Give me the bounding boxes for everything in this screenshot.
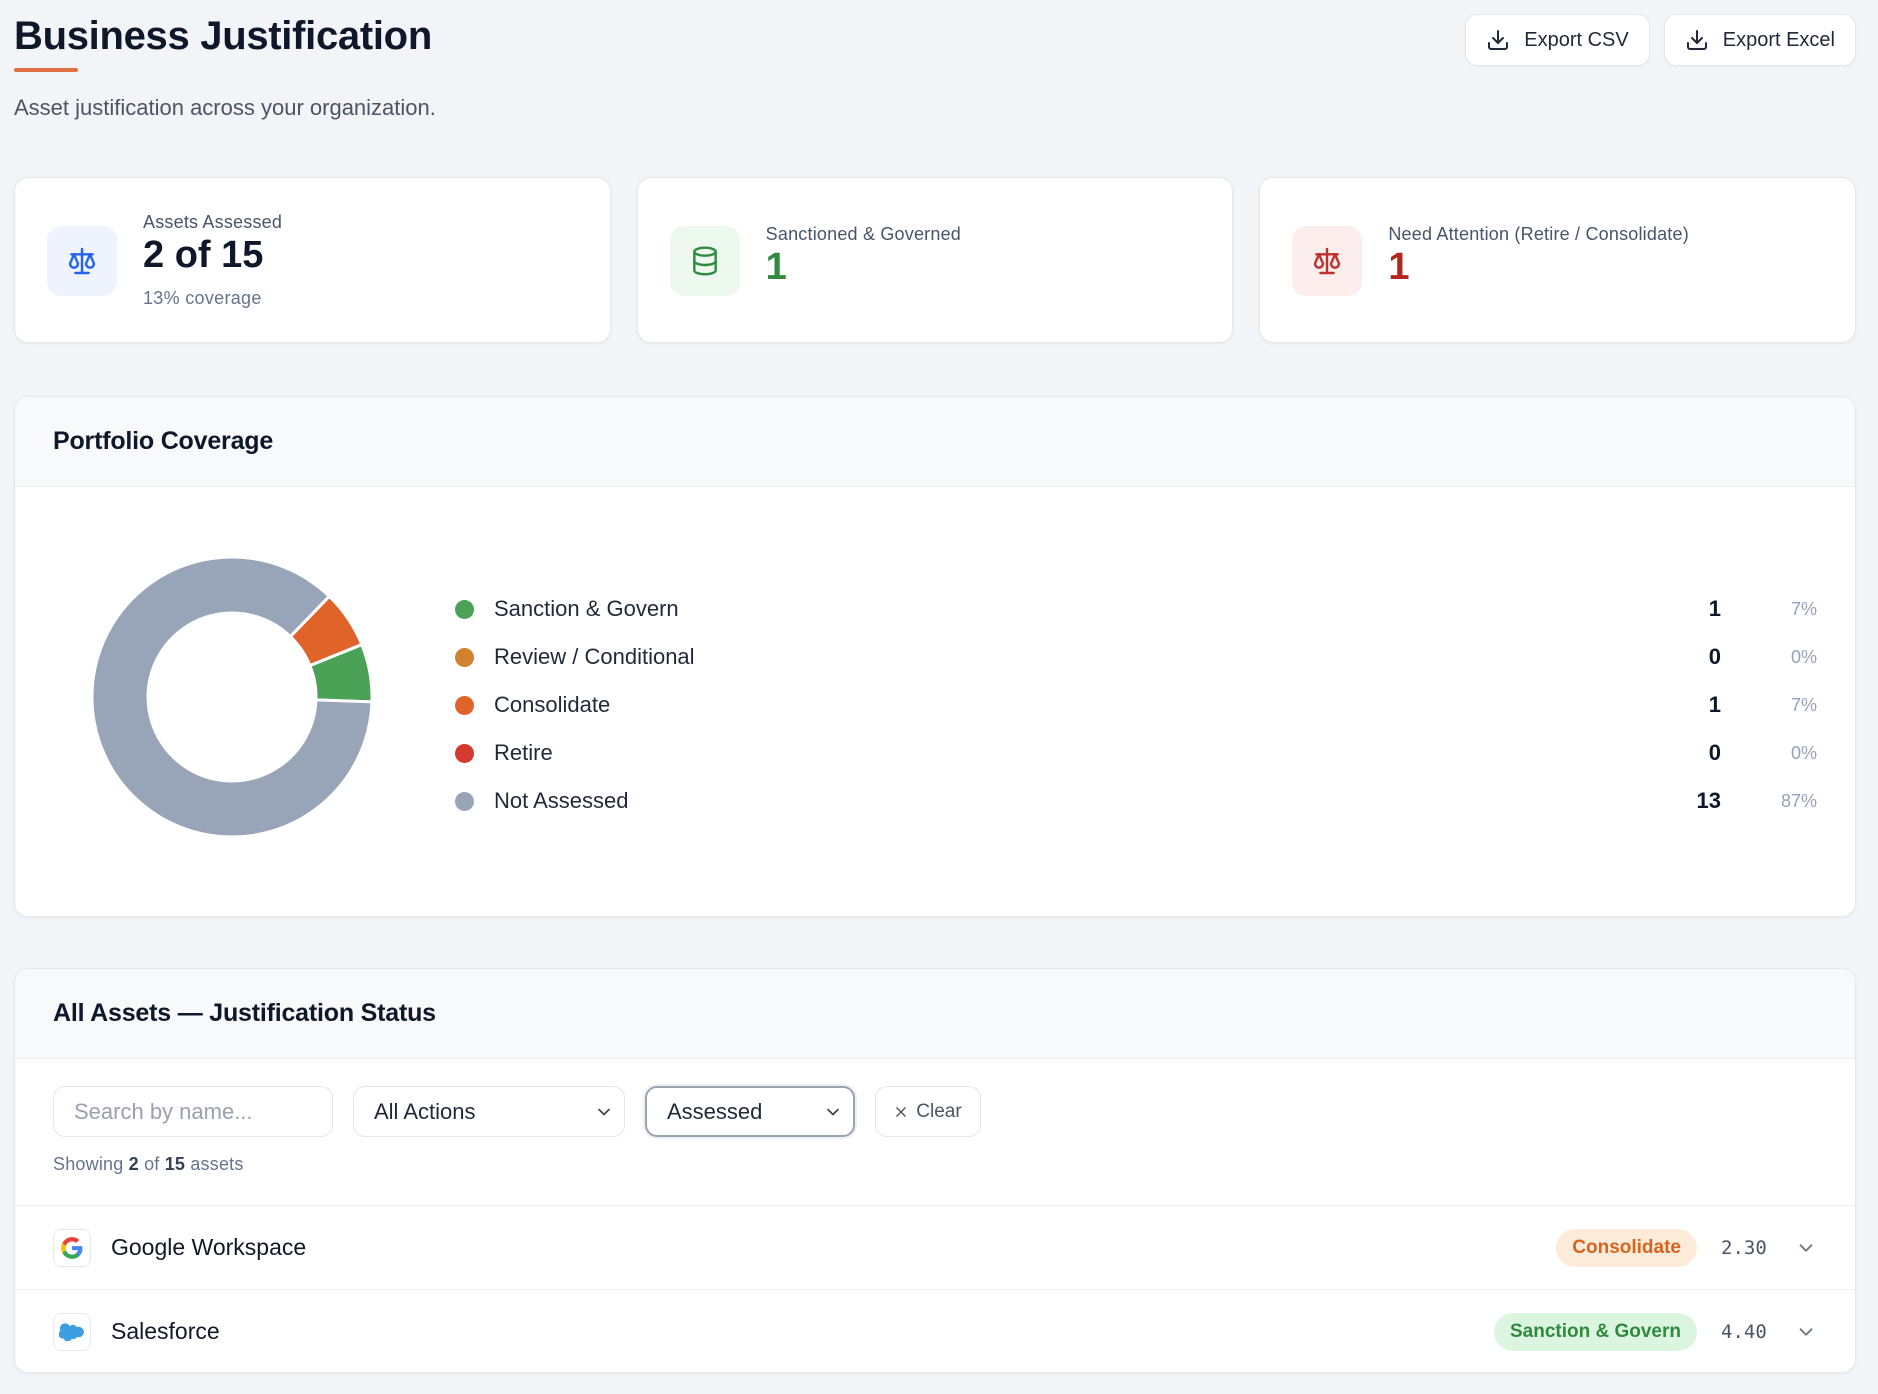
stat-value: 1 xyxy=(765,246,787,288)
stat-label: Sanctioned & Governed xyxy=(765,224,961,244)
chevron-down-icon xyxy=(598,1108,610,1115)
asset-name: Salesforce xyxy=(111,1318,220,1344)
legend-item: Retire 0 0% xyxy=(455,729,1817,777)
legend-dot xyxy=(455,695,474,715)
legend-label: Not Assessed xyxy=(494,788,629,813)
action-filter-select[interactable]: All Actions xyxy=(353,1086,625,1137)
page-subtitle: Asset justification across your organiza… xyxy=(14,95,436,120)
legend-dot xyxy=(455,791,474,811)
donut-slice-not-assessed xyxy=(90,555,374,839)
legend-count: 0 xyxy=(1708,644,1721,669)
chevron-down-icon[interactable] xyxy=(1795,1237,1817,1259)
stat-value: 2 of 15 xyxy=(143,234,264,276)
legend-dot xyxy=(455,647,474,667)
clear-filters-button[interactable]: Clear xyxy=(875,1086,981,1137)
legend-count: 1 xyxy=(1708,692,1721,717)
scale-icon xyxy=(1292,226,1363,296)
action-filter-value: All Actions xyxy=(374,1098,476,1124)
filter-bar: All Actions Assessed Clear xyxy=(53,1086,981,1137)
portfolio-coverage-panel: Portfolio Coverage Sanction & Govern 1 7… xyxy=(14,396,1856,917)
asset-meta: Sanction & Govern 4.40 xyxy=(1493,1312,1817,1351)
page-title: Business Justification xyxy=(14,14,432,58)
clear-label: Clear xyxy=(916,1100,962,1122)
legend-percent: 7% xyxy=(1790,598,1817,619)
scale-icon xyxy=(47,226,117,296)
stat-card-assessed: Assets Assessed 2 of 15 13% coverage xyxy=(14,177,611,343)
asset-list: Google Workspace Consolidate 2.30 Salesf… xyxy=(15,1205,1855,1372)
export-csv-label: Export CSV xyxy=(1524,28,1629,51)
donut-slice-consolidate xyxy=(288,594,364,668)
download-icon xyxy=(1488,30,1509,50)
legend-label: Retire xyxy=(494,740,553,765)
all-assets-panel: All Assets — Justification Status All Ac… xyxy=(14,968,1856,1373)
export-excel-label: Export Excel xyxy=(1722,28,1835,51)
action-badge: Consolidate xyxy=(1556,1228,1697,1267)
legend-item: Sanction & Govern 1 7% xyxy=(455,585,1817,633)
page-header: Business Justification Asset justificati… xyxy=(14,0,1856,170)
coverage-legend: Sanction & Govern 1 7% Review / Conditio… xyxy=(455,585,1817,825)
close-icon xyxy=(896,1106,907,1117)
panel-title: All Assets — Justification Status xyxy=(53,999,436,1027)
chevron-down-icon xyxy=(827,1108,839,1115)
legend-percent: 0% xyxy=(1790,646,1817,667)
legend-label: Consolidate xyxy=(494,692,611,717)
export-excel-button[interactable]: Export Excel xyxy=(1663,14,1856,66)
legend-count: 0 xyxy=(1708,740,1721,765)
title-underline xyxy=(14,68,78,72)
stat-sub: 13% coverage xyxy=(143,288,262,308)
panel-title: Portfolio Coverage xyxy=(53,427,274,455)
asset-row-google-workspace[interactable]: Google Workspace Consolidate 2.30 xyxy=(15,1205,1855,1289)
status-filter-select[interactable]: Assessed xyxy=(645,1086,855,1137)
legend-item: Review / Conditional 0 0% xyxy=(455,633,1817,681)
legend-label: Review / Conditional xyxy=(494,644,695,669)
results-of: of xyxy=(144,1154,160,1174)
asset-score: 2.30 xyxy=(1721,1236,1767,1259)
status-filter-value: Assessed xyxy=(667,1098,763,1124)
legend-percent: 87% xyxy=(1780,790,1817,811)
stat-label: Need Attention (Retire / Consolidate) xyxy=(1388,224,1689,244)
legend-percent: 7% xyxy=(1790,694,1817,715)
asset-name: Google Workspace xyxy=(111,1234,307,1260)
legend-dot xyxy=(455,743,474,763)
salesforce-logo-icon xyxy=(53,1312,91,1351)
download-icon xyxy=(1686,30,1707,50)
action-badge: Sanction & Govern xyxy=(1493,1312,1697,1351)
export-csv-button[interactable]: Export CSV xyxy=(1465,14,1650,66)
asset-score: 4.40 xyxy=(1721,1320,1767,1343)
legend-count: 1 xyxy=(1708,596,1721,621)
results-suffix: assets xyxy=(190,1154,244,1174)
legend-item: Not Assessed 13 87% xyxy=(455,777,1817,825)
database-icon xyxy=(669,226,740,296)
legend-dot xyxy=(455,599,474,619)
results-count: Showing 2 of 15 assets xyxy=(53,1154,244,1175)
legend-percent: 0% xyxy=(1790,742,1817,763)
coverage-donut-chart xyxy=(90,555,374,839)
asset-meta: Consolidate 2.30 xyxy=(1556,1228,1817,1267)
search-input[interactable] xyxy=(53,1086,333,1137)
results-total: 15 xyxy=(164,1154,186,1174)
stat-card-sanctioned: Sanctioned & Governed 1 xyxy=(636,177,1234,343)
stat-value: 1 xyxy=(1388,246,1410,288)
google-logo-icon xyxy=(53,1228,91,1267)
asset-row-salesforce[interactable]: Salesforce Sanction & Govern 4.40 xyxy=(15,1289,1855,1372)
results-shown: 2 xyxy=(128,1154,139,1174)
stat-card-need-attention: Need Attention (Retire / Consolidate) 1 xyxy=(1259,177,1857,343)
legend-item: Consolidate 1 7% xyxy=(455,681,1817,729)
results-prefix: Showing xyxy=(53,1154,124,1174)
chevron-down-icon[interactable] xyxy=(1795,1321,1817,1343)
panel-header: All Assets — Justification Status xyxy=(15,969,1855,1059)
legend-label: Sanction & Govern xyxy=(494,596,679,621)
panel-header: Portfolio Coverage xyxy=(15,397,1855,487)
stat-label: Assets Assessed xyxy=(143,212,283,232)
legend-count: 13 xyxy=(1696,788,1721,813)
stat-cards: Assets Assessed 2 of 15 13% coverage San… xyxy=(14,177,1857,343)
header-actions: Export CSV Export Excel xyxy=(1465,14,1856,66)
